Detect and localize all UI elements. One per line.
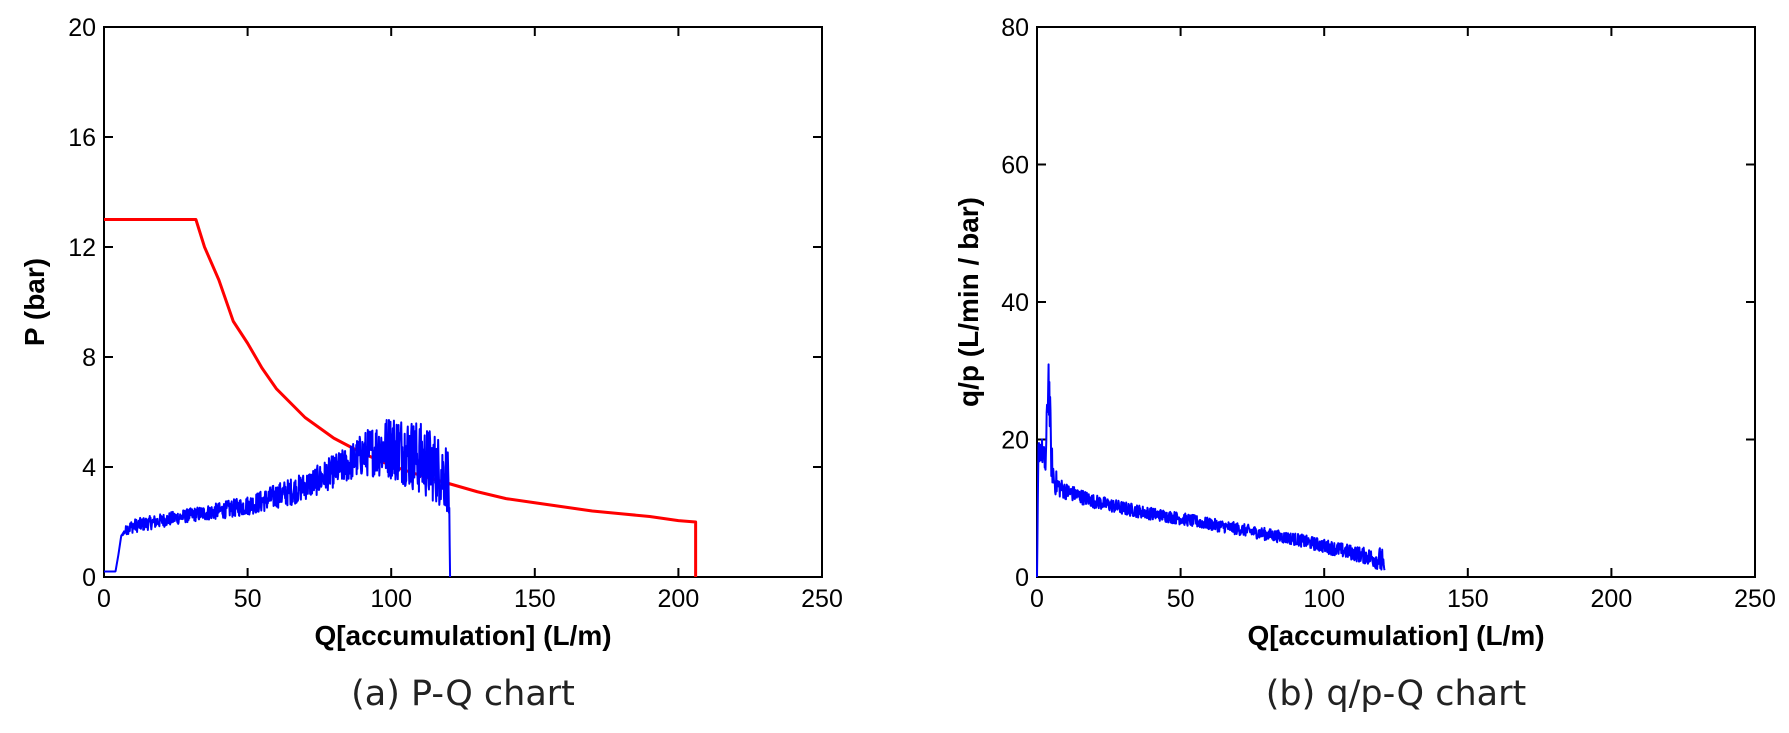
plot-frame [103, 26, 823, 578]
x-axis-label: Q[accumulation] (L/m) [314, 620, 611, 651]
y-tick-label: 16 [68, 124, 96, 152]
y-tick-label: 12 [68, 234, 96, 262]
x-tick-label: 200 [1591, 585, 1633, 613]
y-axis-label: P (bar) [19, 258, 50, 346]
plot-frame [1036, 26, 1756, 578]
y-tick-label: 0 [82, 564, 96, 592]
tick-group: 0 50 100 150 200 250 0 20 40 60 80 [1001, 14, 1776, 613]
x-tick-label: 0 [97, 585, 111, 613]
y-tick-label: 20 [1001, 427, 1029, 455]
y-tick-label: 80 [1001, 14, 1029, 42]
x-tick-label: 50 [234, 585, 262, 613]
x-tick-label: 0 [1030, 585, 1044, 613]
series-line-blue [1036, 363, 1386, 578]
panel-caption: (b) q/p-Q chart [1266, 674, 1526, 714]
x-tick-label: 250 [801, 585, 843, 613]
y-tick-label: 60 [1001, 152, 1029, 180]
x-tick-label: 250 [1734, 585, 1776, 613]
series-group [1036, 363, 1386, 578]
y-tick-label: 20 [68, 14, 96, 42]
panel-qp-q-chart: 0 50 100 150 200 250 0 20 40 60 80 Q[accumulation]… [953, 14, 1776, 714]
x-axis-label: Q[accumulation] (L/m) [1247, 620, 1544, 651]
y-tick-label: 8 [82, 344, 96, 372]
series-line-blue [103, 418, 452, 578]
series-line-red [104, 218, 698, 577]
x-tick-label: 100 [1303, 585, 1345, 613]
panel-pq-chart: 0 50 100 150 200 250 0 4 8 12 16 20 Q[accumulation]… [19, 14, 843, 714]
panel-caption: (a) P-Q chart [351, 674, 575, 714]
series-group [103, 218, 698, 578]
tick-group: 0 50 100 150 200 250 0 4 8 12 16 20 [68, 14, 843, 613]
x-tick-label: 150 [514, 585, 556, 613]
y-tick-label: 0 [1015, 564, 1029, 592]
y-tick-label: 4 [82, 454, 96, 482]
x-tick-label: 50 [1167, 585, 1195, 613]
x-tick-label: 200 [658, 585, 700, 613]
y-tick-label: 40 [1001, 289, 1029, 317]
y-axis-label: q/p (L/min / bar) [953, 197, 984, 407]
x-tick-label: 150 [1447, 585, 1489, 613]
x-tick-label: 100 [370, 585, 412, 613]
